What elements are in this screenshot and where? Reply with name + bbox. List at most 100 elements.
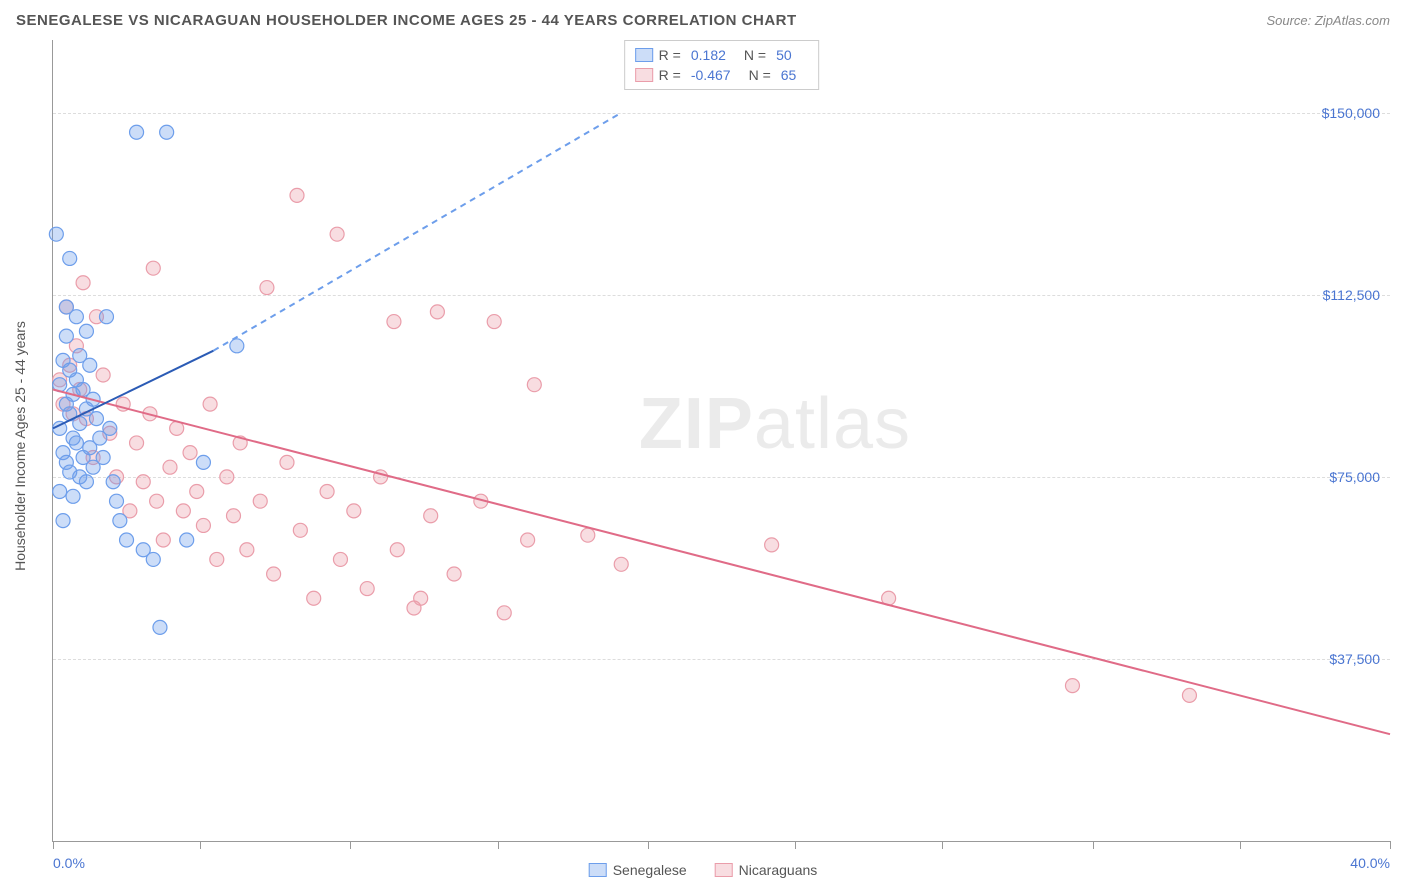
data-point [307,591,321,605]
data-point [210,552,224,566]
x-tick [53,841,54,849]
data-point [347,504,361,518]
x-tick [648,841,649,849]
data-point [153,620,167,634]
data-point [150,494,164,508]
x-tick [1240,841,1241,849]
data-point [176,504,190,518]
data-point [160,125,174,139]
data-point [521,533,535,547]
scatter-svg [53,40,1390,841]
x-tick [498,841,499,849]
data-point [76,276,90,290]
data-point [99,310,113,324]
chart-title: SENEGALESE VS NICARAGUAN HOUSEHOLDER INC… [16,12,797,29]
data-point [69,436,83,450]
data-point [49,227,63,241]
data-point [53,484,67,498]
data-point [253,494,267,508]
data-point [267,567,281,581]
data-point [113,514,127,528]
legend-row-senegalese: R = 0.182 N = 50 [635,45,809,65]
data-point [183,446,197,460]
x-axis-min-label: 0.0% [53,855,85,871]
data-point [130,125,144,139]
data-point [581,528,595,542]
data-point [79,475,93,489]
data-point [79,324,93,338]
n-value-nicaraguans: 65 [781,67,797,83]
data-point [83,358,97,372]
data-point [280,455,294,469]
data-point [293,523,307,537]
data-point [290,188,304,202]
data-point [196,455,210,469]
r-value-senegalese: 0.182 [691,47,726,63]
data-point [180,533,194,547]
data-point [89,412,103,426]
data-point [1182,688,1196,702]
data-point [190,484,204,498]
data-point [260,281,274,295]
x-tick [350,841,351,849]
legend-item-nicaraguans: Nicaraguans [715,862,818,878]
data-point [66,489,80,503]
data-point [203,397,217,411]
data-point [63,251,77,265]
data-point [103,421,117,435]
x-tick [942,841,943,849]
regression-line [53,390,1390,735]
x-tick [1390,841,1391,849]
data-point [163,460,177,474]
data-point [156,533,170,547]
legend-row-nicaraguans: R = -0.467 N = 65 [635,65,809,85]
legend-item-senegalese: Senegalese [589,862,687,878]
correlation-legend: R = 0.182 N = 50 R = -0.467 N = 65 [624,40,820,90]
x-tick [1093,841,1094,849]
data-point [497,606,511,620]
y-axis-title: Householder Income Ages 25 - 44 years [12,321,28,571]
regression-line [213,113,621,351]
data-point [110,494,124,508]
data-point [120,533,134,547]
data-point [59,329,73,343]
data-point [765,538,779,552]
data-point [487,315,501,329]
x-axis-max-label: 40.0% [1350,855,1390,871]
data-point [414,591,428,605]
data-point [360,582,374,596]
data-point [146,261,160,275]
x-tick [200,841,201,849]
data-point [96,368,110,382]
swatch-nicaraguans-bottom [715,863,733,877]
data-point [226,509,240,523]
data-point [320,484,334,498]
data-point [333,552,347,566]
data-point [146,552,160,566]
data-point [56,514,70,528]
data-point [96,450,110,464]
data-point [69,310,83,324]
r-value-nicaraguans: -0.467 [691,67,731,83]
x-tick [795,841,796,849]
n-value-senegalese: 50 [776,47,792,63]
data-point [387,315,401,329]
data-point [390,543,404,557]
data-point [424,509,438,523]
swatch-senegalese-bottom [589,863,607,877]
data-point [220,470,234,484]
data-point [240,543,254,557]
data-point [130,436,144,450]
data-point [230,339,244,353]
chart-plot-area: ZIPatlas $37,500$75,000$112,500$150,000 … [52,40,1390,842]
data-point [430,305,444,319]
data-point [527,378,541,392]
series-legend: Senegalese Nicaraguans [589,862,818,878]
data-point [614,557,628,571]
swatch-nicaraguans [635,68,653,82]
data-point [196,518,210,532]
data-point [106,475,120,489]
data-point [330,227,344,241]
source-attribution: Source: ZipAtlas.com [1266,13,1390,28]
swatch-senegalese [635,48,653,62]
